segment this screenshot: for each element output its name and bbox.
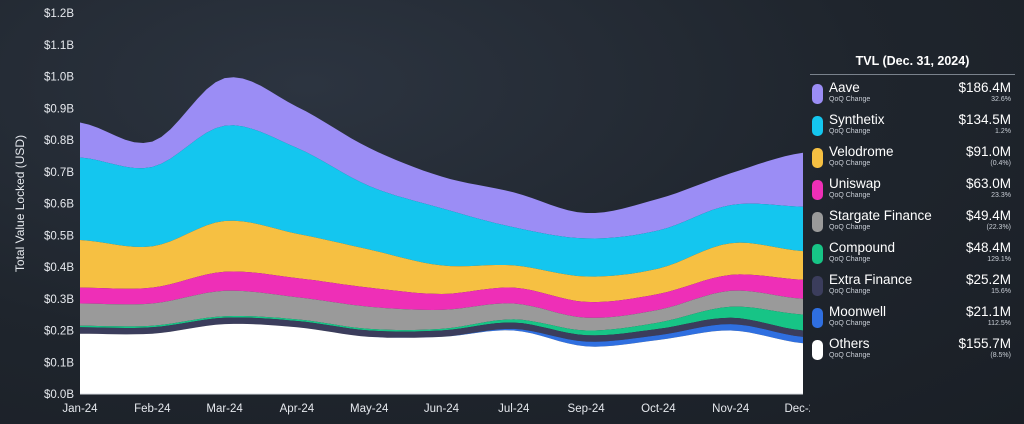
area-series-others <box>80 323 803 394</box>
area-series-velodrome <box>80 220 803 303</box>
legend-sub-label: QoQ Change <box>829 256 871 263</box>
legend-name: Others <box>829 336 870 351</box>
stacked-area-chart: $0.0B $0.1B $0.2B $0.3B $0.4B $0.5B $0.6B $0.7B… <box>13 8 810 415</box>
legend-change: 15.6% <box>991 288 1011 295</box>
legend-change: 129.1% <box>987 256 1011 263</box>
y-tick-label: $1.2B <box>44 8 74 20</box>
legend-value: $155.7M <box>958 336 1011 351</box>
x-tick-label: May-24 <box>350 403 389 415</box>
legend-sub-label: QoQ Change <box>829 224 871 231</box>
y-tick-label: $0.0B <box>44 389 74 401</box>
legend-sub-label: QoQ Change <box>829 192 871 199</box>
legend-value: $21.1M <box>965 304 1011 319</box>
legend-sub-label: QoQ Change <box>829 288 871 295</box>
area-series-synthetix <box>80 125 803 277</box>
area-series-uniswap <box>80 271 803 318</box>
legend-change: 1.2% <box>995 128 1011 135</box>
legend-sub-label: QoQ Change <box>829 128 871 135</box>
legend-item-uniswap: Uniswap QoQ Change $63.0M 23.3% <box>810 175 1015 207</box>
legend-item-synthetix: Synthetix QoQ Change $134.5M 1.2% <box>810 111 1015 143</box>
y-tick-label: $0.8B <box>44 135 74 147</box>
area-series-stargate-finance <box>80 290 803 331</box>
legend-swatch <box>812 212 823 232</box>
legend-swatch <box>812 340 823 360</box>
legend-item-extra-finance: Extra Finance QoQ Change $25.2M 15.6% <box>810 271 1015 303</box>
y-axis-label: Total Value Locked (USD) <box>13 135 27 272</box>
legend-value: $25.2M <box>965 272 1011 287</box>
area-series-compound <box>80 306 803 336</box>
legend: TVL (Dec. 31, 2024) Aave QoQ Change $186.4… <box>810 54 1015 367</box>
x-tick-label: Dec-24 <box>784 403 810 415</box>
legend-swatch <box>812 276 823 296</box>
legend-swatch <box>812 148 823 168</box>
x-tick-label: Jun-24 <box>424 403 460 415</box>
legend-sub-label: QoQ Change <box>829 320 871 327</box>
area-series-aave <box>80 77 803 239</box>
legend-value: $134.5M <box>958 112 1011 127</box>
x-tick-label: Jul-24 <box>498 403 530 415</box>
legend-change: 112.5% <box>987 320 1011 327</box>
legend-change: 32.6% <box>991 96 1011 103</box>
legend-sub-label: QoQ Change <box>829 96 871 103</box>
legend-sub-label: QoQ Change <box>829 352 871 359</box>
y-tick-label: $0.6B <box>44 199 74 211</box>
x-tick-label: Jan-24 <box>62 403 98 415</box>
legend-item-compound: Compound QoQ Change $48.4M 129.1% <box>810 239 1015 271</box>
x-tick-label: Mar-24 <box>206 403 243 415</box>
x-tick-label: Nov-24 <box>712 403 750 415</box>
y-tick-label: $0.2B <box>44 326 74 338</box>
legend-name: Moonwell <box>829 304 887 319</box>
y-tick-label: $0.7B <box>44 167 74 179</box>
legend-change: (8.5%) <box>990 352 1011 359</box>
legend-swatch <box>812 244 823 264</box>
legend-item-velodrome: Velodrome QoQ Change $91.0M (0.4%) <box>810 143 1015 175</box>
legend-title: TVL (Dec. 31, 2024) <box>810 54 1015 75</box>
legend-change: (22.3%) <box>986 224 1011 231</box>
legend-name: Extra Finance <box>829 272 913 287</box>
x-tick-label: Oct-24 <box>641 403 676 415</box>
y-tick-label: $0.9B <box>44 103 74 115</box>
legend-change: 23.3% <box>991 192 1011 199</box>
legend-value: $91.0M <box>965 144 1011 159</box>
legend-value: $49.4M <box>965 208 1011 223</box>
legend-value: $186.4M <box>958 80 1011 95</box>
y-tick-label: $0.1B <box>44 357 74 369</box>
legend-swatch <box>812 308 823 328</box>
legend-name: Uniswap <box>829 176 881 191</box>
y-tick-label: $1.0B <box>44 72 74 84</box>
y-tick-label: $0.3B <box>44 294 74 306</box>
legend-swatch <box>812 180 823 200</box>
legend-swatch <box>812 116 823 136</box>
legend-sub-label: QoQ Change <box>829 160 871 167</box>
x-tick-label: Feb-24 <box>134 403 171 415</box>
legend-name: Synthetix <box>829 112 885 127</box>
legend-item-others: Others QoQ Change $155.7M (8.5%) <box>810 335 1015 367</box>
legend-name: Compound <box>829 240 896 255</box>
legend-change: (0.4%) <box>990 160 1011 167</box>
legend-item-moonwell: Moonwell QoQ Change $21.1M 112.5% <box>810 303 1015 335</box>
legend-name: Stargate Finance <box>829 208 932 223</box>
legend-value: $63.0M <box>965 176 1011 191</box>
area-series-moonwell <box>80 323 803 347</box>
legend-name: Velodrome <box>829 144 894 159</box>
legend-item-aave: Aave QoQ Change $186.4M 32.6% <box>810 79 1015 111</box>
legend-item-stargate-finance: Stargate Finance QoQ Change $49.4M (22.3%) <box>810 207 1015 239</box>
x-tick-label: Sep-24 <box>568 403 606 415</box>
legend-swatch <box>812 84 823 104</box>
y-tick-label: $1.1B <box>44 40 74 52</box>
x-tick-label: Apr-24 <box>280 403 315 415</box>
y-tick-label: $0.4B <box>44 262 74 274</box>
legend-value: $48.4M <box>965 240 1011 255</box>
area-series-extra-finance <box>80 317 803 342</box>
y-tick-label: $0.5B <box>44 230 74 242</box>
legend-rows: Aave QoQ Change $186.4M 32.6% Synthetix QoQ C… <box>810 79 1015 367</box>
legend-name: Aave <box>829 80 860 95</box>
